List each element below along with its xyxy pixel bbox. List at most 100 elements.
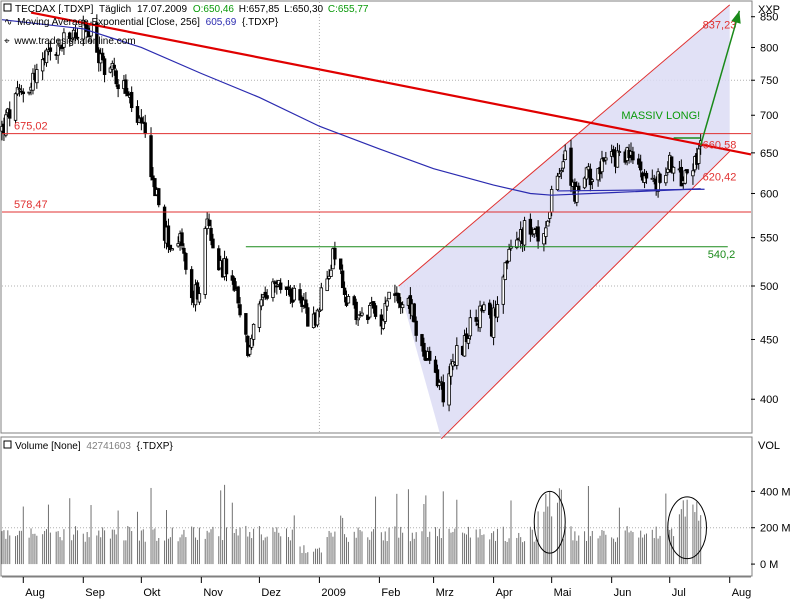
price-axis-title: XXP (758, 4, 780, 16)
candle (13, 92, 18, 124)
candle (557, 168, 562, 178)
candle (114, 68, 118, 87)
candle (232, 276, 236, 292)
ma-symbol: {.TDXP} (242, 17, 279, 28)
volume-highlight-ellipse (667, 496, 707, 560)
header-open: O:650,46 (193, 4, 235, 15)
volume-axis-tick-label: 0 M (760, 559, 778, 571)
channel-layer (398, 4, 731, 440)
volume-symbol: {.TDXP} (137, 441, 174, 452)
candle (40, 52, 45, 81)
header-high: H:657,85 (239, 4, 280, 15)
ma-label: Moving Average Exponential [Close, 256] (17, 17, 200, 28)
candle (588, 163, 593, 192)
price-axis-tick-label: 700 (760, 110, 778, 122)
axes: 400 450 500 550 600 650 700 750 800 850 0 M 200 M 40… (2, 12, 791, 599)
volume-highlight-ellipse (533, 490, 566, 554)
header-marker-icon (3, 3, 12, 12)
candle (153, 178, 157, 197)
candle (116, 79, 120, 98)
time-axis-tick-label: Dez (261, 587, 281, 599)
candle (265, 289, 269, 301)
candle (304, 292, 308, 314)
candle (522, 216, 527, 251)
price-axis-tick-label: 650 (760, 148, 778, 160)
candle (180, 228, 184, 250)
candle (530, 227, 534, 237)
time-axis-tick-label: Nov (203, 587, 223, 599)
candle (455, 337, 459, 370)
candle (126, 87, 130, 97)
candle (244, 313, 248, 343)
price-axis-tick-label: 850 (760, 12, 778, 24)
candle (238, 297, 242, 318)
candle (615, 143, 620, 168)
candle (333, 241, 337, 266)
candle (356, 317, 360, 326)
candle (360, 307, 364, 317)
ma-value: 605,69 (206, 17, 237, 28)
candle (433, 355, 438, 374)
candle (124, 74, 128, 97)
candle (536, 220, 540, 249)
candle (669, 156, 674, 174)
candle (48, 40, 53, 61)
candle (166, 218, 171, 253)
candle (650, 169, 654, 180)
watermark-text: www.tradesignalonline.com (13, 36, 135, 47)
candle (263, 286, 267, 301)
time-axis-tick-label: Okt (143, 587, 160, 599)
candle (449, 359, 453, 385)
candle (35, 63, 39, 89)
svg-text:TECDAX [.TDXP] Täglich: TECDAX [.TDXP] Täglich 17.07.2009 O:650,… (15, 4, 369, 15)
candle (671, 166, 676, 182)
candle (257, 301, 262, 333)
candle (400, 301, 405, 314)
massiv-long-label: MASSIV LONG! (621, 110, 700, 122)
candle (381, 318, 385, 331)
candle (342, 281, 347, 303)
candle (275, 279, 279, 295)
candle (542, 233, 546, 252)
time-axis-tick-label: Feb (381, 587, 400, 599)
volume-bars (1, 484, 707, 565)
candle (325, 270, 329, 292)
candle (569, 139, 573, 193)
candle (631, 146, 635, 164)
grid-layer (2, 2, 751, 529)
candle (441, 374, 445, 407)
candle (31, 68, 35, 95)
candle (503, 262, 507, 281)
volume-header: Volume [None] 42741603 {.TDXP} (3, 440, 173, 452)
volume-label: Volume [None] (15, 441, 81, 452)
candle (224, 256, 229, 282)
candle (464, 327, 469, 343)
header-close: C:655,77 (328, 4, 369, 15)
candle (644, 170, 649, 184)
candle (102, 56, 107, 83)
overlays: 675,02 578,47 540,2 837,23 660,58 620,42 MASSI… (1, 10, 752, 261)
candle (462, 329, 467, 357)
candle (149, 127, 153, 181)
ma-indicator-icon: ∿ (4, 17, 12, 28)
candle (4, 109, 8, 138)
candle (685, 169, 689, 175)
candle (666, 161, 670, 176)
header-symbol: TECDAX [.TDXP] (15, 4, 94, 15)
candles (0, 14, 703, 412)
candle (56, 39, 60, 64)
arrow-head-icon (731, 10, 741, 24)
candle (582, 176, 587, 190)
support-line-label: 540,2 (708, 249, 736, 261)
time-axis-tick-label: Jun (614, 587, 632, 599)
candle (437, 379, 442, 391)
candle (561, 154, 565, 173)
svg-text:⌖ www.tradesignalonlin: ⌖ www.tradesignalonline.com (4, 36, 136, 47)
candle (329, 264, 333, 277)
svg-text:Volume [None] 42741603: Volume [None] 42741603 {.TDXP} (15, 441, 173, 452)
candle (532, 227, 536, 239)
trend-channel-area (398, 4, 730, 439)
candle (385, 298, 389, 311)
